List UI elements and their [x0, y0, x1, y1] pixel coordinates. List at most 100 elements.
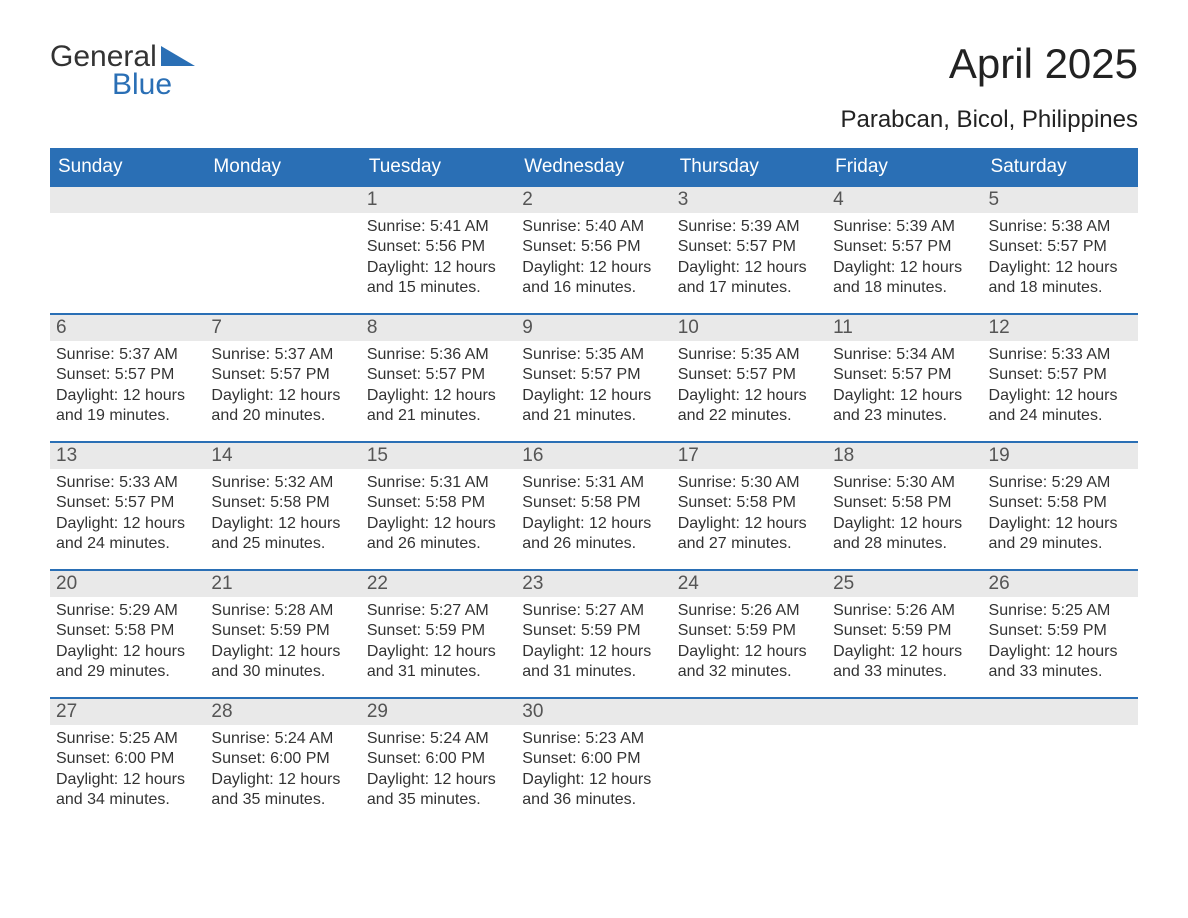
day-number: 4 [827, 187, 982, 213]
day-number: 15 [361, 443, 516, 469]
daylight-text: Daylight: 12 hours and 28 minutes. [833, 514, 976, 555]
location-subtitle: Parabcan, Bicol, Philippines [840, 106, 1138, 134]
sunrise-text: Sunrise: 5:23 AM [522, 729, 665, 749]
daylight-text: Daylight: 12 hours and 24 minutes. [56, 514, 199, 555]
calendar-day-cell: 14Sunrise: 5:32 AMSunset: 5:58 PMDayligh… [205, 443, 360, 569]
day-details: Sunrise: 5:39 AMSunset: 5:57 PMDaylight:… [827, 213, 982, 299]
day-number [827, 699, 982, 725]
sunrise-text: Sunrise: 5:26 AM [678, 601, 821, 621]
day-number [672, 699, 827, 725]
calendar-day-cell: 13Sunrise: 5:33 AMSunset: 5:57 PMDayligh… [50, 443, 205, 569]
day-number: 17 [672, 443, 827, 469]
daylight-text: Daylight: 12 hours and 30 minutes. [211, 642, 354, 683]
daylight-text: Daylight: 12 hours and 35 minutes. [367, 770, 510, 811]
weekday-header: Thursday [672, 150, 827, 185]
day-details: Sunrise: 5:27 AMSunset: 5:59 PMDaylight:… [516, 597, 671, 683]
day-number: 9 [516, 315, 671, 341]
daylight-text: Daylight: 12 hours and 20 minutes. [211, 386, 354, 427]
sunrise-text: Sunrise: 5:34 AM [833, 345, 976, 365]
sunset-text: Sunset: 5:57 PM [989, 365, 1132, 385]
calendar-day-cell: 17Sunrise: 5:30 AMSunset: 5:58 PMDayligh… [672, 443, 827, 569]
calendar-day-cell: 6Sunrise: 5:37 AMSunset: 5:57 PMDaylight… [50, 315, 205, 441]
sunset-text: Sunset: 5:58 PM [211, 493, 354, 513]
day-details: Sunrise: 5:36 AMSunset: 5:57 PMDaylight:… [361, 341, 516, 427]
day-details: Sunrise: 5:38 AMSunset: 5:57 PMDaylight:… [983, 213, 1138, 299]
day-details: Sunrise: 5:26 AMSunset: 5:59 PMDaylight:… [827, 597, 982, 683]
sunrise-text: Sunrise: 5:37 AM [211, 345, 354, 365]
sunset-text: Sunset: 5:59 PM [367, 621, 510, 641]
sunrise-text: Sunrise: 5:30 AM [678, 473, 821, 493]
day-number: 16 [516, 443, 671, 469]
daylight-text: Daylight: 12 hours and 33 minutes. [989, 642, 1132, 683]
weekday-header: Sunday [50, 150, 205, 185]
calendar-day-cell [672, 699, 827, 825]
day-details: Sunrise: 5:33 AMSunset: 5:57 PMDaylight:… [983, 341, 1138, 427]
day-number: 30 [516, 699, 671, 725]
sunrise-text: Sunrise: 5:25 AM [56, 729, 199, 749]
daylight-text: Daylight: 12 hours and 35 minutes. [211, 770, 354, 811]
day-details: Sunrise: 5:26 AMSunset: 5:59 PMDaylight:… [672, 597, 827, 683]
sunset-text: Sunset: 5:57 PM [522, 365, 665, 385]
day-number: 7 [205, 315, 360, 341]
day-number: 5 [983, 187, 1138, 213]
sunset-text: Sunset: 6:00 PM [367, 749, 510, 769]
day-number: 6 [50, 315, 205, 341]
day-number: 2 [516, 187, 671, 213]
calendar-day-cell: 5Sunrise: 5:38 AMSunset: 5:57 PMDaylight… [983, 187, 1138, 313]
day-details: Sunrise: 5:30 AMSunset: 5:58 PMDaylight:… [672, 469, 827, 555]
day-details: Sunrise: 5:29 AMSunset: 5:58 PMDaylight:… [50, 597, 205, 683]
day-details: Sunrise: 5:35 AMSunset: 5:57 PMDaylight:… [672, 341, 827, 427]
daylight-text: Daylight: 12 hours and 15 minutes. [367, 258, 510, 299]
sunrise-text: Sunrise: 5:30 AM [833, 473, 976, 493]
day-number: 24 [672, 571, 827, 597]
calendar-day-cell: 15Sunrise: 5:31 AMSunset: 5:58 PMDayligh… [361, 443, 516, 569]
sunset-text: Sunset: 5:59 PM [211, 621, 354, 641]
calendar-day-cell: 30Sunrise: 5:23 AMSunset: 6:00 PMDayligh… [516, 699, 671, 825]
sunset-text: Sunset: 5:57 PM [211, 365, 354, 385]
day-number [50, 187, 205, 213]
calendar-day-cell [50, 187, 205, 313]
sunset-text: Sunset: 5:56 PM [522, 237, 665, 257]
sunrise-text: Sunrise: 5:28 AM [211, 601, 354, 621]
sunrise-text: Sunrise: 5:33 AM [989, 345, 1132, 365]
sunrise-text: Sunrise: 5:29 AM [56, 601, 199, 621]
daylight-text: Daylight: 12 hours and 27 minutes. [678, 514, 821, 555]
daylight-text: Daylight: 12 hours and 31 minutes. [367, 642, 510, 683]
daylight-text: Daylight: 12 hours and 22 minutes. [678, 386, 821, 427]
sunset-text: Sunset: 6:00 PM [56, 749, 199, 769]
day-number: 21 [205, 571, 360, 597]
calendar-day-cell: 7 Sunrise: 5:37 AMSunset: 5:57 PMDaylight… [205, 315, 360, 441]
calendar-week-row: 20Sunrise: 5:29 AMSunset: 5:58 PMDayligh… [50, 569, 1138, 697]
calendar-day-cell: 24Sunrise: 5:26 AMSunset: 5:59 PMDayligh… [672, 571, 827, 697]
day-details: Sunrise: 5:33 AMSunset: 5:57 PMDaylight:… [50, 469, 205, 555]
day-number: 1 [361, 187, 516, 213]
calendar-day-cell [205, 187, 360, 313]
daylight-text: Daylight: 12 hours and 23 minutes. [833, 386, 976, 427]
sunrise-text: Sunrise: 5:31 AM [367, 473, 510, 493]
calendar-day-cell: 2Sunrise: 5:40 AMSunset: 5:56 PMDaylight… [516, 187, 671, 313]
daylight-text: Daylight: 12 hours and 16 minutes. [522, 258, 665, 299]
sunset-text: Sunset: 5:57 PM [56, 493, 199, 513]
sunrise-text: Sunrise: 5:27 AM [522, 601, 665, 621]
calendar-week-row: 6Sunrise: 5:37 AMSunset: 5:57 PMDaylight… [50, 313, 1138, 441]
day-details: Sunrise: 5:32 AMSunset: 5:58 PMDaylight:… [205, 469, 360, 555]
daylight-text: Daylight: 12 hours and 26 minutes. [522, 514, 665, 555]
calendar-day-cell: 4Sunrise: 5:39 AMSunset: 5:57 PMDaylight… [827, 187, 982, 313]
sunrise-text: Sunrise: 5:24 AM [211, 729, 354, 749]
sunset-text: Sunset: 5:58 PM [678, 493, 821, 513]
sunrise-text: Sunrise: 5:26 AM [833, 601, 976, 621]
day-number [983, 699, 1138, 725]
calendar-day-cell: 29Sunrise: 5:24 AMSunset: 6:00 PMDayligh… [361, 699, 516, 825]
daylight-text: Daylight: 12 hours and 31 minutes. [522, 642, 665, 683]
sunset-text: Sunset: 5:57 PM [678, 237, 821, 257]
day-details: Sunrise: 5:40 AMSunset: 5:56 PMDaylight:… [516, 213, 671, 299]
sunrise-text: Sunrise: 5:31 AM [522, 473, 665, 493]
calendar-day-cell: 11Sunrise: 5:34 AMSunset: 5:57 PMDayligh… [827, 315, 982, 441]
day-number: 29 [361, 699, 516, 725]
sunset-text: Sunset: 5:58 PM [56, 621, 199, 641]
calendar-day-cell: 8Sunrise: 5:36 AMSunset: 5:57 PMDaylight… [361, 315, 516, 441]
day-number: 3 [672, 187, 827, 213]
sunrise-text: Sunrise: 5:32 AM [211, 473, 354, 493]
sunset-text: Sunset: 5:56 PM [367, 237, 510, 257]
sunset-text: Sunset: 5:58 PM [367, 493, 510, 513]
